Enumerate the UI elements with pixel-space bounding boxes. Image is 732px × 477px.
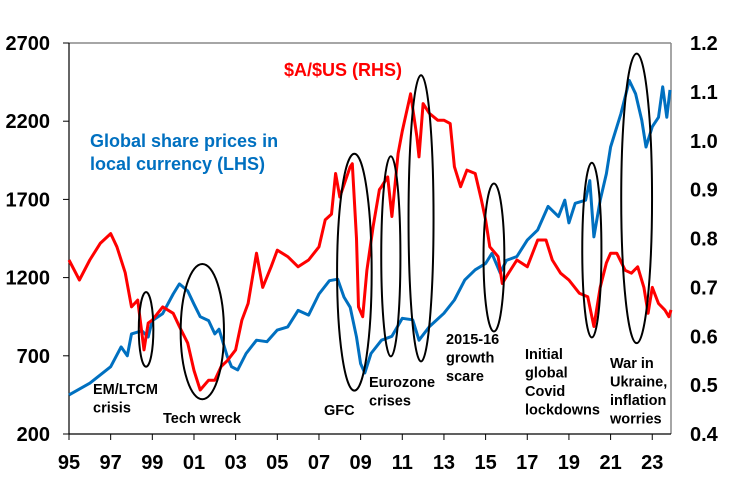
global-shares-label: local currency (LHS) — [90, 154, 265, 174]
labels: Global share prices in local currency (LH… — [90, 60, 667, 428]
ellipse-war — [620, 52, 654, 345]
x-tick-label: 23 — [641, 452, 663, 474]
global-shares-line — [68, 79, 672, 397]
ellipse-gfc — [336, 152, 373, 392]
left-tick-label: 200 — [17, 424, 50, 446]
right-tick-label: 0.7 — [690, 277, 718, 299]
x-tick-label: 01 — [183, 452, 205, 474]
annotation-covid-label: lockdowns — [525, 403, 600, 419]
right-tick-label: 0.8 — [690, 229, 718, 251]
ellipse-eurozone — [380, 155, 402, 358]
annotation-covid-label: global — [525, 366, 568, 382]
x-tick-label: 07 — [308, 452, 330, 474]
right-tick-label: 0.9 — [690, 180, 718, 202]
x-tick-label: 13 — [433, 452, 455, 474]
x-tick-label: 95 — [58, 452, 80, 474]
annotation-covid-label: Covid — [525, 384, 565, 400]
x-tick-label: 17 — [516, 452, 538, 474]
annotation-war-label: worries — [609, 412, 662, 428]
annotation-em-label: EM/LTCM — [93, 382, 158, 398]
annotation-war-label: inflation — [610, 393, 666, 409]
annotation-growth-label: growth — [446, 351, 494, 367]
annotation-em-label: crisis — [93, 401, 131, 417]
x-tick-label: 09 — [350, 452, 372, 474]
annotation-eurozone-label: crises — [369, 394, 411, 410]
annotation-gfc-label: GFC — [324, 403, 355, 419]
annotation-growth-label: 2015-16 — [446, 332, 499, 348]
annotation-war-label: War in — [610, 356, 654, 372]
x-tick-label: 03 — [225, 452, 247, 474]
right-tick-label: 0.5 — [690, 375, 718, 397]
aud-usd-label: $A/$US (RHS) — [284, 60, 402, 80]
annotation-tech-label: Tech wreck — [163, 411, 242, 427]
annotation-growth-label: scare — [446, 369, 484, 385]
x-tick-label: 05 — [266, 452, 288, 474]
left-tick-label: 2700 — [6, 33, 51, 55]
annotation-war-label: Ukraine, — [610, 375, 667, 391]
ellipse-covid — [581, 161, 603, 339]
ellipse-em — [137, 291, 155, 368]
left-tick-label: 1700 — [6, 189, 51, 211]
x-tick-label: 11 — [392, 452, 413, 474]
annotation-covid-label: Initial — [525, 347, 563, 363]
ellipse-tech — [179, 262, 225, 401]
annotation-eurozone-label: Eurozone — [369, 375, 435, 391]
x-tick-label: 15 — [474, 452, 496, 474]
left-tick-label: 1200 — [6, 268, 51, 290]
x-tick-label: 19 — [558, 452, 580, 474]
right-tick-label: 0.4 — [690, 424, 719, 446]
global-shares-label: Global share prices in — [90, 131, 278, 151]
ellipse-growth — [482, 182, 506, 333]
right-tick-label: 1.0 — [690, 131, 718, 153]
right-tick-label: 1.1 — [690, 82, 718, 104]
ellipse-eurozone2 — [407, 74, 435, 363]
x-tick-label: 97 — [100, 452, 122, 474]
right-tick-label: 1.2 — [690, 33, 718, 55]
x-tick-label: 21 — [599, 452, 621, 474]
left-tick-label: 700 — [17, 346, 50, 368]
x-tick-label: 99 — [141, 452, 163, 474]
left-tick-label: 2200 — [6, 111, 51, 133]
right-tick-label: 0.6 — [690, 326, 718, 348]
axes: 200 700 1200 1700 2200 2700 0.4 0.5 0.6 0.7 0.8 0.9… — [6, 33, 719, 474]
annotation-ellipses — [137, 52, 654, 401]
